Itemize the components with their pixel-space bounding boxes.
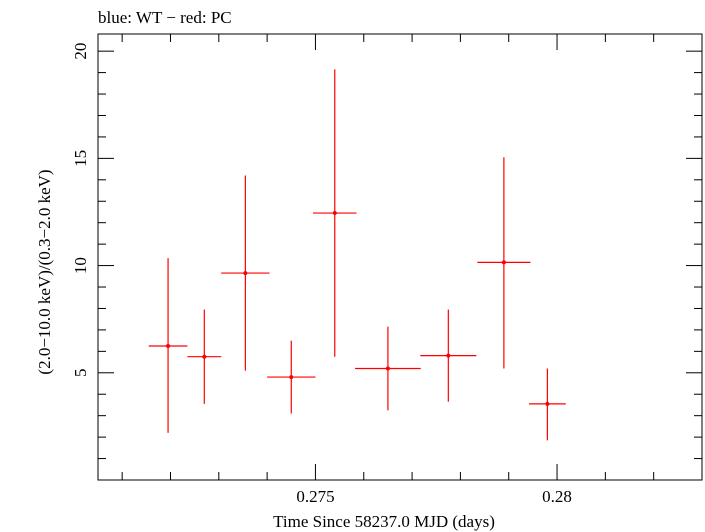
point-marker <box>243 271 248 276</box>
data-point <box>529 368 566 441</box>
x-tick-label: 0.275 <box>296 487 334 506</box>
data-point <box>313 69 357 357</box>
data-point <box>221 175 270 371</box>
point-marker <box>446 353 451 358</box>
x-axis-label: Time Since 58237.0 MJD (days) <box>273 512 495 531</box>
chart-title: blue: WT − red: PC <box>98 8 232 27</box>
x-tick-label: 0.28 <box>542 487 572 506</box>
point-marker <box>289 375 294 380</box>
data-point <box>148 258 188 433</box>
y-tick-label: 20 <box>71 43 90 60</box>
axis-tick-labels: 0.275 0.28 5 10 15 20 <box>71 43 572 506</box>
data-point <box>477 157 531 369</box>
data-series <box>148 69 566 441</box>
data-point <box>355 326 421 411</box>
y-tick-label: 10 <box>71 257 90 274</box>
point-marker <box>332 211 337 216</box>
point-marker <box>545 401 550 406</box>
y-axis-label: (2.0−10.0 keV)/(0.3−2.0 keV) <box>35 169 54 374</box>
point-marker <box>501 260 506 265</box>
data-point <box>420 309 477 402</box>
plot-frame <box>97 33 703 481</box>
point-marker <box>202 354 207 359</box>
axis-ticks <box>98 34 703 480</box>
data-point <box>267 340 316 414</box>
y-tick-label: 15 <box>71 150 90 167</box>
series-pc <box>148 69 566 441</box>
point-marker <box>166 343 171 348</box>
y-tick-label: 5 <box>71 369 90 378</box>
data-point <box>187 309 222 404</box>
point-marker <box>385 366 390 371</box>
